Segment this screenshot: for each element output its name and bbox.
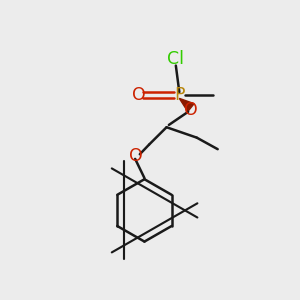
Text: O: O bbox=[132, 86, 145, 104]
Text: O: O bbox=[129, 147, 143, 165]
Text: Cl: Cl bbox=[167, 50, 184, 68]
Text: P: P bbox=[174, 86, 184, 104]
Polygon shape bbox=[179, 98, 194, 112]
Text: O: O bbox=[184, 101, 198, 119]
